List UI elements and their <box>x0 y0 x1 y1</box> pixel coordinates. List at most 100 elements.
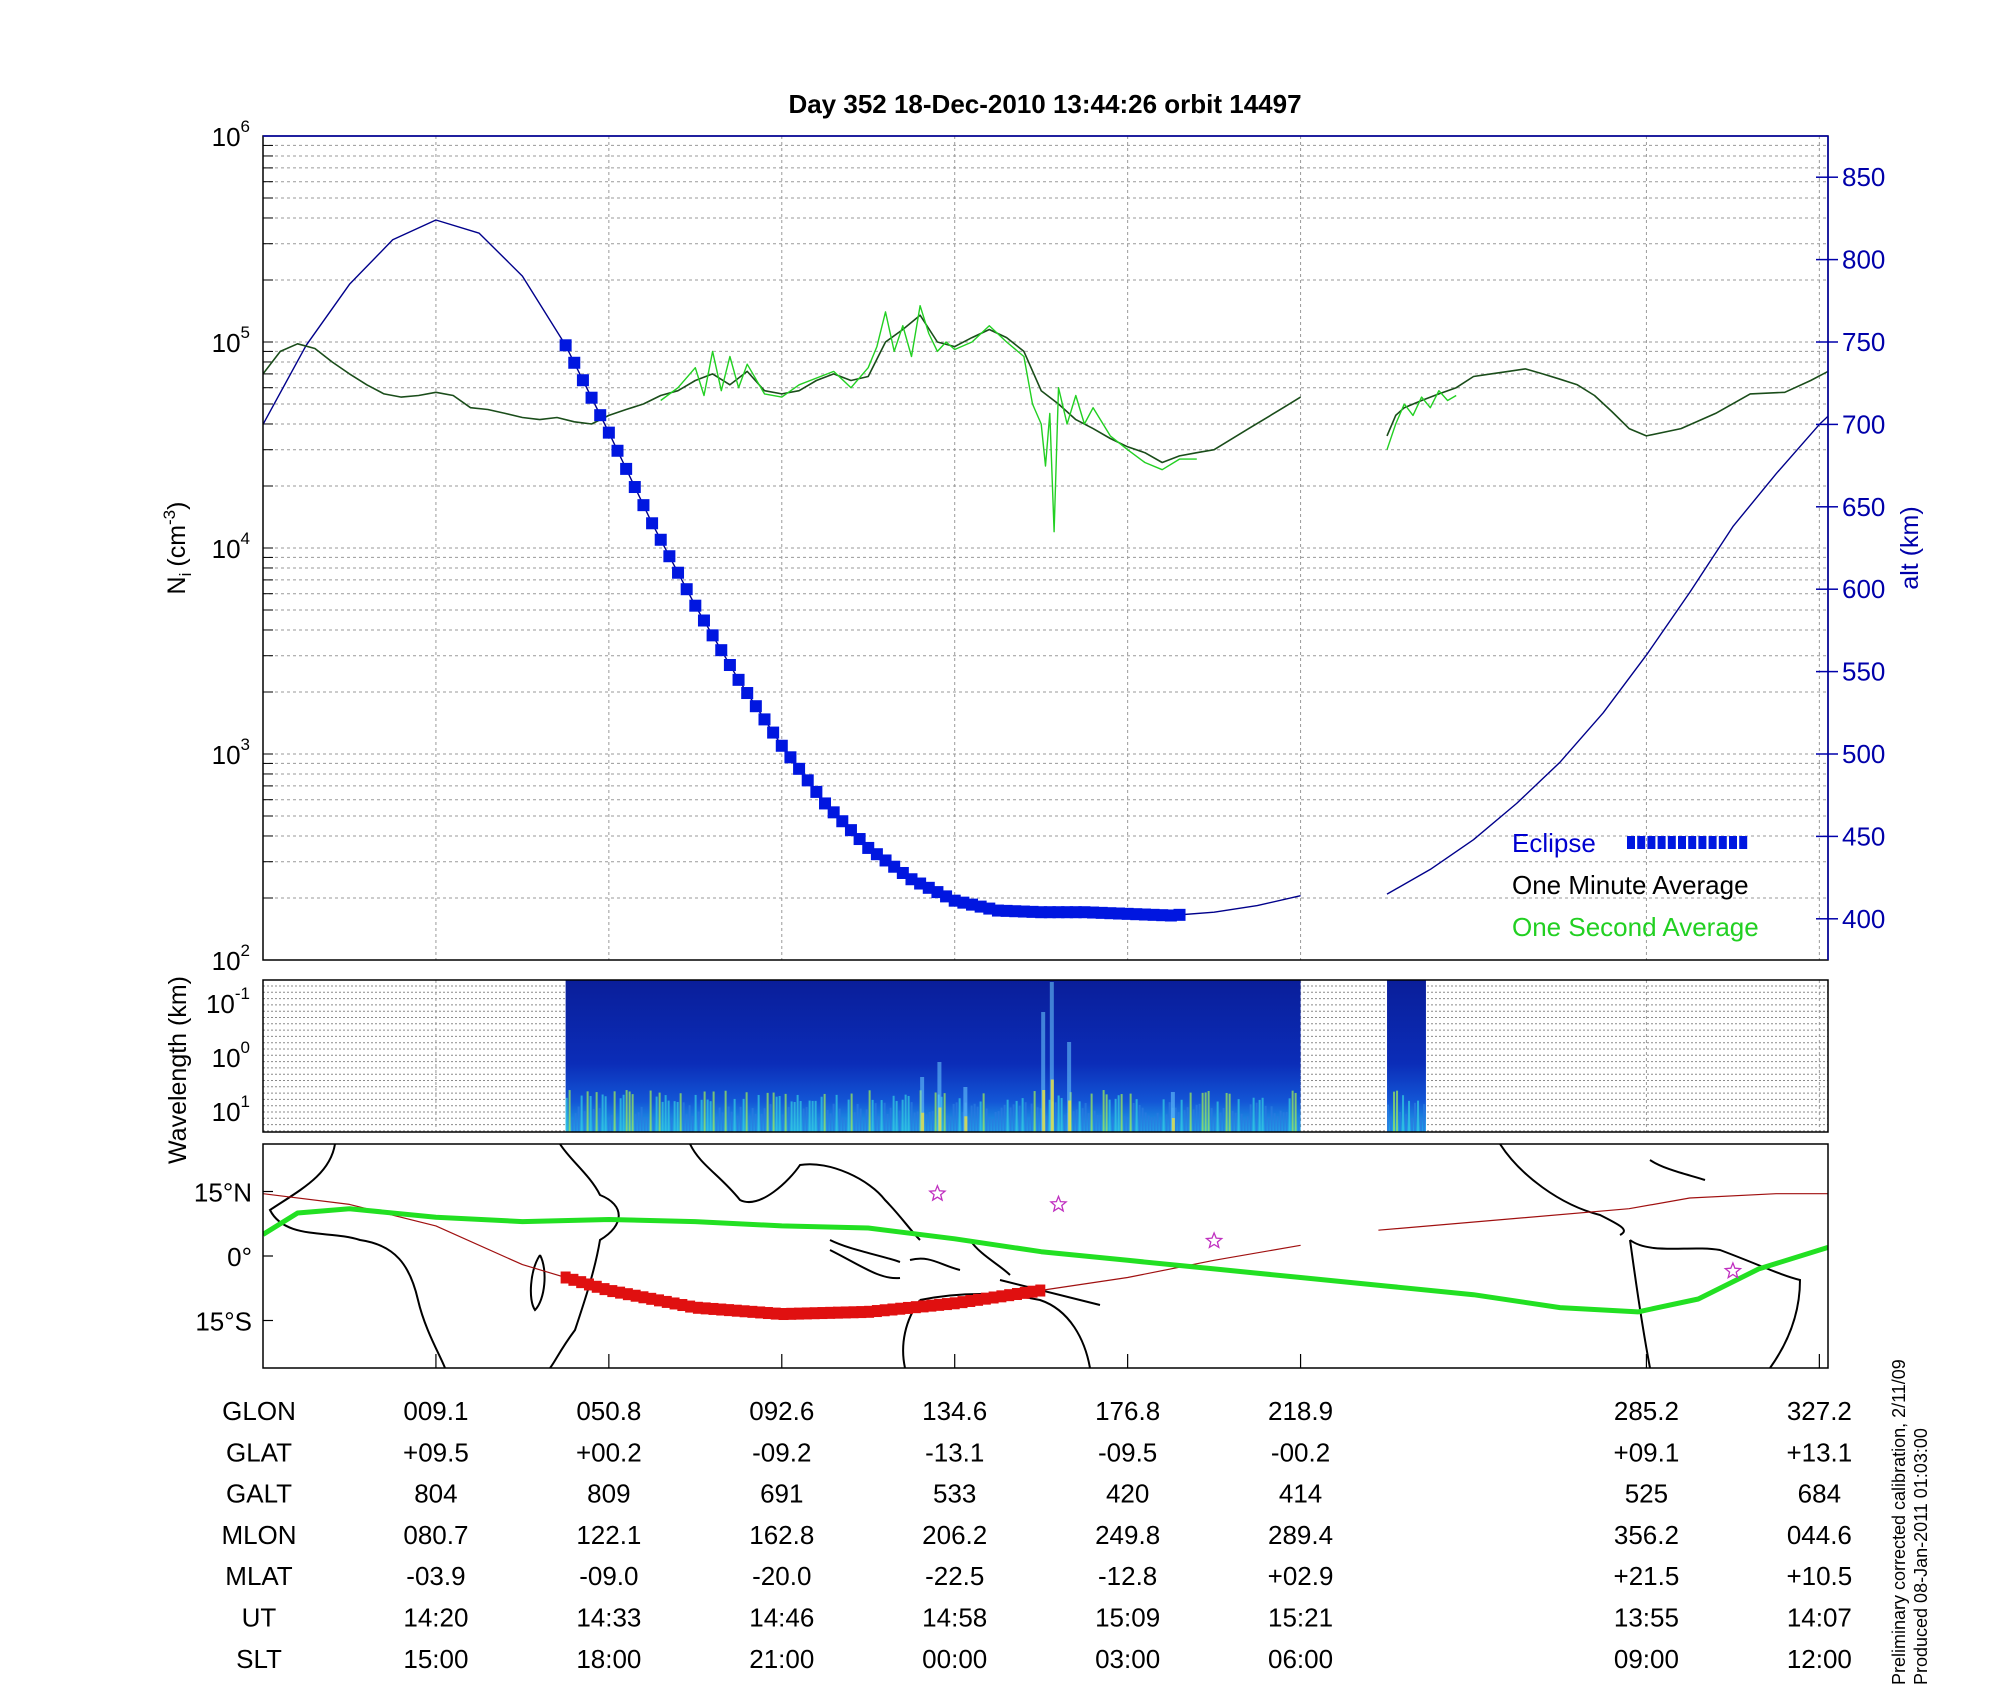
spectrogram-column <box>736 1115 739 1132</box>
table-cell: 684 <box>1798 1479 1841 1509</box>
eclipse-marker <box>602 426 615 439</box>
spectrogram-column <box>679 1093 682 1132</box>
spectrogram-column <box>1156 1112 1159 1132</box>
map-eclipse-marker <box>980 1292 991 1305</box>
density-ytick-base: 10 <box>212 534 241 564</box>
spectrogram-ytick-exp: 1 <box>241 1092 250 1111</box>
map-eclipse-marker <box>615 1286 626 1299</box>
altitude-ytick-label: 850 <box>1842 162 1885 192</box>
spectrogram-burst-core <box>938 1107 942 1132</box>
spectrogram-column <box>661 1101 664 1132</box>
altitude-ytick-label: 600 <box>1842 574 1885 604</box>
spectrogram-column <box>889 1107 892 1132</box>
table-cell: 12:00 <box>1787 1644 1852 1674</box>
spectrogram-column <box>1105 1094 1108 1132</box>
legend-eclipse-marker <box>1667 836 1676 849</box>
spectrogram-column <box>598 1108 601 1132</box>
density-ytick-base: 10 <box>212 946 241 976</box>
spectrogram-column <box>766 1092 769 1132</box>
spectrogram-grid <box>263 980 1828 1132</box>
spectrogram-ytick-exp: 0 <box>241 1038 250 1057</box>
spectrogram-column <box>796 1094 799 1132</box>
eclipse-marker <box>732 673 745 686</box>
spectrogram-column <box>760 1113 763 1132</box>
map-eclipse-marker <box>599 1283 610 1296</box>
map-eclipse-marker <box>1019 1286 1030 1299</box>
table-cell: 356.2 <box>1614 1520 1679 1550</box>
spectrogram-column <box>688 1105 691 1132</box>
map-eclipse-marker <box>794 1307 805 1320</box>
spectrogram-burst <box>1049 982 1054 1132</box>
spectrogram-column <box>1267 1118 1270 1132</box>
density-ytick-label: 103 <box>212 735 250 770</box>
spectrogram-column <box>703 1091 706 1132</box>
spectrogram-column <box>1297 1117 1300 1132</box>
altitude-ytick-label: 400 <box>1842 904 1885 934</box>
coastline-maritime <box>829 1239 1101 1306</box>
spectrogram-column <box>841 1117 844 1132</box>
spectrogram-column <box>655 1096 658 1132</box>
density-ytick-label: 102 <box>212 941 250 976</box>
table-cell: -13.1 <box>925 1437 984 1467</box>
map-eclipse-marker <box>957 1296 968 1309</box>
spectrogram-column <box>1135 1099 1138 1132</box>
map-eclipse-marker <box>762 1307 773 1320</box>
map-eclipse-marker <box>887 1303 898 1316</box>
eclipse-marker <box>697 614 710 627</box>
spectrogram-column <box>721 1112 724 1132</box>
map-eclipse-marker <box>716 1303 727 1316</box>
spectrogram-column <box>1141 1107 1144 1132</box>
minute-average-line <box>263 314 1302 464</box>
density-ytick-base: 10 <box>212 740 241 770</box>
spectrogram-column <box>946 1115 949 1132</box>
spectrogram-column <box>1153 1116 1156 1132</box>
chart-title: Day 352 18-Dec-2010 13:44:26 orbit 14497 <box>788 89 1301 119</box>
eclipse-marker <box>637 499 650 512</box>
spectrogram-column <box>589 1095 592 1132</box>
spectrogram-column <box>604 1096 607 1132</box>
spectrogram-column <box>1210 1108 1213 1132</box>
map-eclipse-markers <box>560 1271 1046 1321</box>
spectrogram-column <box>1096 1114 1099 1132</box>
spectrogram-column <box>1282 1112 1285 1132</box>
map-eclipse-marker <box>731 1304 742 1317</box>
spectrogram-column <box>634 1114 637 1132</box>
spectrogram-column <box>619 1098 622 1132</box>
table-cell: 080.7 <box>403 1520 468 1550</box>
density-ytick-exp: 2 <box>241 941 250 960</box>
map-eclipse-marker <box>864 1305 875 1318</box>
spectrogram-column <box>910 1102 913 1132</box>
table-row-label: MLON <box>221 1520 296 1550</box>
table-cell: +00.2 <box>576 1437 642 1467</box>
spectrogram-column <box>1126 1119 1129 1132</box>
table-cell: 14:07 <box>1787 1603 1852 1633</box>
map-eclipse-marker <box>856 1306 867 1319</box>
spectrogram-column <box>976 1106 979 1132</box>
spectrogram-column <box>1168 1102 1171 1132</box>
legend-eclipse-marker <box>1647 836 1656 849</box>
map-panel: 15°N 0° 15°S <box>194 1143 1829 1369</box>
spectrogram-column <box>622 1094 625 1132</box>
density-ylabel: Ni (cm-3) <box>160 502 195 595</box>
table-cell: 03:00 <box>1095 1644 1160 1674</box>
spectrogram-column <box>772 1092 775 1132</box>
altitude-ytick-label: 700 <box>1842 409 1885 439</box>
map-eclipse-marker <box>1027 1285 1038 1298</box>
spectrogram-column <box>1228 1093 1231 1132</box>
spectrogram-column <box>715 1116 718 1132</box>
spectrogram-column <box>769 1104 772 1132</box>
spectrogram-column <box>1084 1103 1087 1132</box>
spectrogram-column <box>631 1094 634 1132</box>
spectrogram-column <box>1150 1117 1153 1132</box>
spectrogram-column <box>1006 1099 1009 1132</box>
table-cell: 533 <box>933 1479 976 1509</box>
table-cell: 162.8 <box>749 1520 814 1550</box>
spectrogram-column <box>1039 1108 1042 1132</box>
table-cell: 289.4 <box>1268 1520 1333 1550</box>
spectrogram-column <box>1294 1092 1297 1132</box>
map-eclipse-marker <box>910 1301 921 1314</box>
spectrogram-column <box>835 1094 838 1132</box>
table-cell: 15:09 <box>1095 1603 1160 1633</box>
spectrogram-column <box>607 1119 610 1132</box>
map-eclipse-marker <box>941 1298 952 1311</box>
